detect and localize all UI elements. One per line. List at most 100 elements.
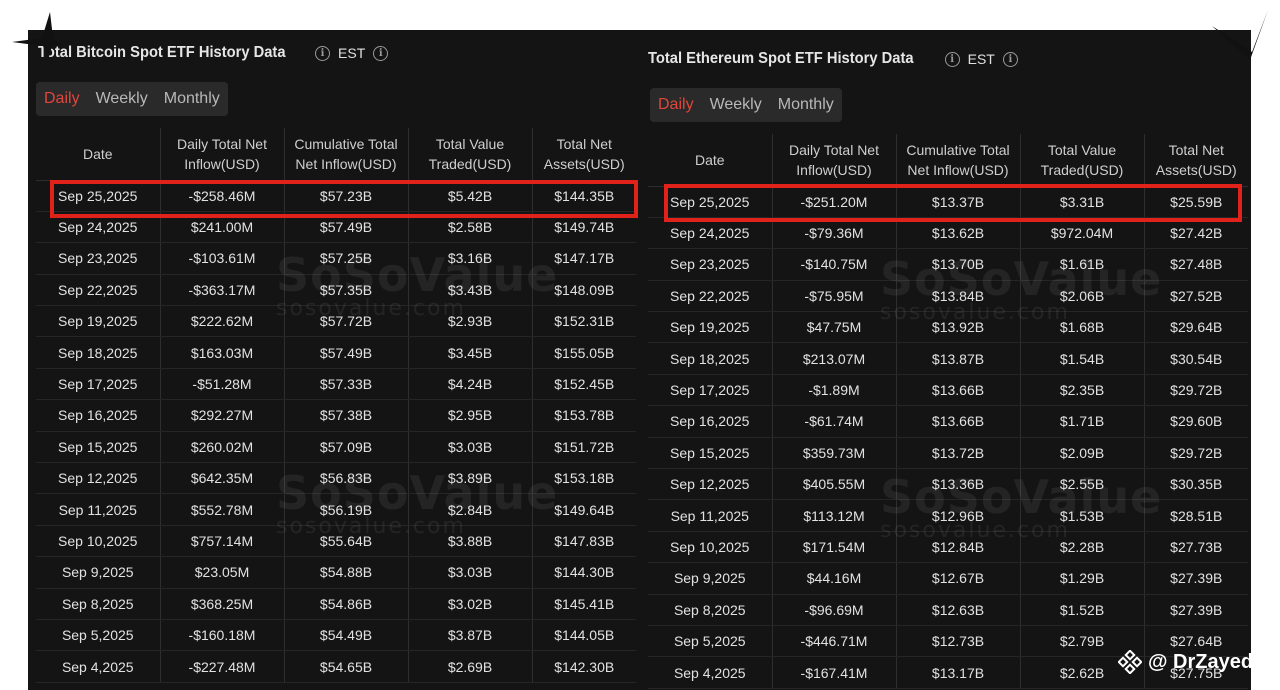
table-row[interactable]: Sep 22,2025 -$363.17M $57.35B $3.43B $148.09… [36,274,636,307]
cell-value-traded: $3.02B [407,588,532,620]
cell-cumulative-inflow: $12.84B [895,531,1020,564]
table-row[interactable]: Sep 16,2025 $292.27M $57.38B $2.95B $153.78B [36,399,636,432]
column-header-cumulative-inflow[interactable]: Cumulative Total Net Inflow(USD) [895,134,1020,187]
table-row[interactable]: Sep 5,2025 -$160.18M $54.49B $3.87B $144.05B [36,619,636,652]
column-header-cumulative-inflow[interactable]: Cumulative Total Net Inflow(USD) [283,128,408,181]
cell-date: Sep 22,2025 [36,274,160,307]
cell-value-traded: $3.43B [407,274,532,307]
table-row[interactable]: Sep 10,2025 $171.54M $12.84B $2.28B $27.73B [648,531,1248,564]
table-row[interactable]: Sep 24,2025 $241.00M $57.49B $2.58B $149.74B [36,211,636,244]
cell-daily-inflow: -$1.89M [771,374,896,407]
table-row[interactable]: Sep 8,2025 $368.25M $54.86B $3.02B $145.41B [36,588,636,620]
tab-weekly[interactable]: Weekly [709,96,762,113]
tab-monthly[interactable]: Monthly [163,90,220,107]
btc-panel-title: Total Bitcoin Spot ETF History Data [38,44,286,61]
column-header-net-assets[interactable]: Total Net Assets(USD) [531,128,636,181]
cell-daily-inflow: -$61.74M [771,405,896,438]
cell-value-traded: $2.09B [1019,437,1144,470]
tab-monthly[interactable]: Monthly [777,96,834,113]
table-row[interactable]: Sep 18,2025 $163.03M $57.49B $3.45B $155.05B [36,336,636,369]
cell-date: Sep 19,2025 [648,311,772,344]
info-icon[interactable]: i [944,51,960,67]
column-header-date[interactable]: Date [648,134,772,187]
table-row[interactable]: Sep 23,2025 -$140.75M $13.70B $1.61B $27.48B [648,248,1248,281]
column-header-net-assets[interactable]: Total Net Assets(USD) [1143,134,1248,187]
table-header-row: Date Daily Total Net Inflow(USD) Cumulat… [648,134,1248,187]
cell-cumulative-inflow: $57.23B [283,180,408,212]
table-row[interactable]: Sep 24,2025 -$79.36M $13.62B $972.04M $27.42… [648,217,1248,250]
cell-cumulative-inflow: $13.92B [895,311,1020,344]
cell-daily-inflow: -$227.48M [159,650,284,683]
table-row[interactable]: Sep 8,2025 -$96.69M $12.63B $1.52B $27.39B [648,594,1248,626]
tab-daily[interactable]: Daily [44,90,80,107]
table-row[interactable]: Sep 25,2025 -$251.20M $13.37B $3.31B $25.59B [648,186,1248,218]
table-row[interactable]: Sep 9,2025 $44.16M $12.67B $1.29B $27.39B [648,562,1248,595]
cell-value-traded: $1.71B [1019,405,1144,438]
cell-value-traded: $3.88B [407,525,532,558]
table-row[interactable]: Sep 17,2025 -$51.28M $57.33B $4.24B $152.45B [36,368,636,401]
table-row[interactable]: Sep 10,2025 $757.14M $55.64B $3.88B $147.83B [36,525,636,558]
cell-date: Sep 25,2025 [36,180,160,212]
column-header-value-traded[interactable]: Total Value Traded(USD) [407,128,532,181]
cell-net-assets: $142.30B [531,650,636,683]
table-row[interactable]: Sep 11,2025 $113.12M $12.96B $1.53B $28.51B [648,499,1248,532]
info-icon[interactable]: i [373,45,389,61]
cell-net-assets: $148.09B [531,274,636,307]
btc-timezone-label: EST [338,45,366,61]
cell-date: Sep 11,2025 [648,499,772,532]
cell-cumulative-inflow: $13.66B [895,405,1020,438]
cell-value-traded: $2.79B [1019,625,1144,658]
table-row[interactable]: Sep 19,2025 $47.75M $13.92B $1.68B $29.64B [648,311,1248,344]
cell-value-traded: $972.04M [1019,217,1144,250]
cell-net-assets: $151.72B [531,431,636,464]
cell-cumulative-inflow: $13.37B [895,186,1020,218]
cell-cumulative-inflow: $13.66B [895,374,1020,407]
table-row[interactable]: Sep 15,2025 $359.73M $13.72B $2.09B $29.72B [648,437,1248,470]
table-row[interactable]: Sep 4,2025 -$227.48M $54.65B $2.69B $142.30B [36,650,636,683]
table-row[interactable]: Sep 4,2025 -$167.41M $13.17B $2.62B $27.75B [648,656,1248,689]
table-row[interactable]: Sep 15,2025 $260.02M $57.09B $3.03B $151.72B [36,431,636,464]
cell-daily-inflow: -$251.20M [771,186,896,218]
table-row[interactable]: Sep 19,2025 $222.62M $57.72B $2.93B $152.31B [36,305,636,338]
cell-date: Sep 5,2025 [36,619,160,652]
cell-value-traded: $2.58B [407,211,532,244]
info-icon[interactable]: i [1002,51,1018,67]
author-credit: @ DrZayed [1118,650,1253,674]
cell-date: Sep 23,2025 [648,248,772,281]
table-row[interactable]: Sep 11,2025 $552.78M $56.19B $2.84B $149.64B [36,493,636,526]
cell-cumulative-inflow: $13.17B [895,656,1020,689]
cell-date: Sep 17,2025 [36,368,160,401]
table-row[interactable]: Sep 17,2025 -$1.89M $13.66B $2.35B $29.72B [648,374,1248,407]
cell-date: Sep 5,2025 [648,625,772,658]
column-header-daily-inflow[interactable]: Daily Total Net Inflow(USD) [771,134,896,187]
sparkle-icon [12,12,60,60]
cell-daily-inflow: $292.27M [159,399,284,432]
table-row[interactable]: Sep 5,2025 -$446.71M $12.73B $2.79B $27.64B [648,625,1248,658]
table-row[interactable]: Sep 25,2025 -$258.46M $57.23B $5.42B $144.35… [36,180,636,212]
table-row[interactable]: Sep 23,2025 -$103.61M $57.25B $3.16B $147.17… [36,242,636,275]
cell-date: Sep 9,2025 [648,562,772,595]
table-row[interactable]: Sep 12,2025 $405.55M $13.36B $2.55B $30.35B [648,468,1248,501]
cell-cumulative-inflow: $57.35B [283,274,408,307]
eth-etf-panel: Total Ethereum Spot ETF History Data i E… [644,30,1251,690]
cell-daily-inflow: $171.54M [771,531,896,564]
cell-daily-inflow: -$103.61M [159,242,284,275]
table-row[interactable]: Sep 18,2025 $213.07M $13.87B $1.54B $30.54B [648,342,1248,375]
table-row[interactable]: Sep 22,2025 -$75.95M $13.84B $2.06B $27.52B [648,280,1248,313]
cell-daily-inflow: $163.03M [159,336,284,369]
tab-weekly[interactable]: Weekly [95,90,148,107]
column-header-value-traded[interactable]: Total Value Traded(USD) [1019,134,1144,187]
info-icon[interactable]: i [315,45,331,61]
cell-value-traded: $1.54B [1019,342,1144,375]
column-header-daily-inflow[interactable]: Daily Total Net Inflow(USD) [159,128,284,181]
table-row[interactable]: Sep 9,2025 $23.05M $54.88B $3.03B $144.30B [36,556,636,589]
column-header-date[interactable]: Date [36,128,160,181]
table-row[interactable]: Sep 12,2025 $642.35M $56.83B $3.89B $153.18B [36,462,636,495]
cell-date: Sep 16,2025 [648,405,772,438]
table-row[interactable]: Sep 16,2025 -$61.74M $13.66B $1.71B $29.60B [648,405,1248,438]
tab-daily[interactable]: Daily [658,96,694,113]
cell-net-assets: $27.39B [1143,562,1248,595]
cell-net-assets: $153.18B [531,462,636,495]
eth-title-row: Total Ethereum Spot ETF History Data i E… [648,50,1018,68]
cell-net-assets: $29.72B [1143,374,1248,407]
